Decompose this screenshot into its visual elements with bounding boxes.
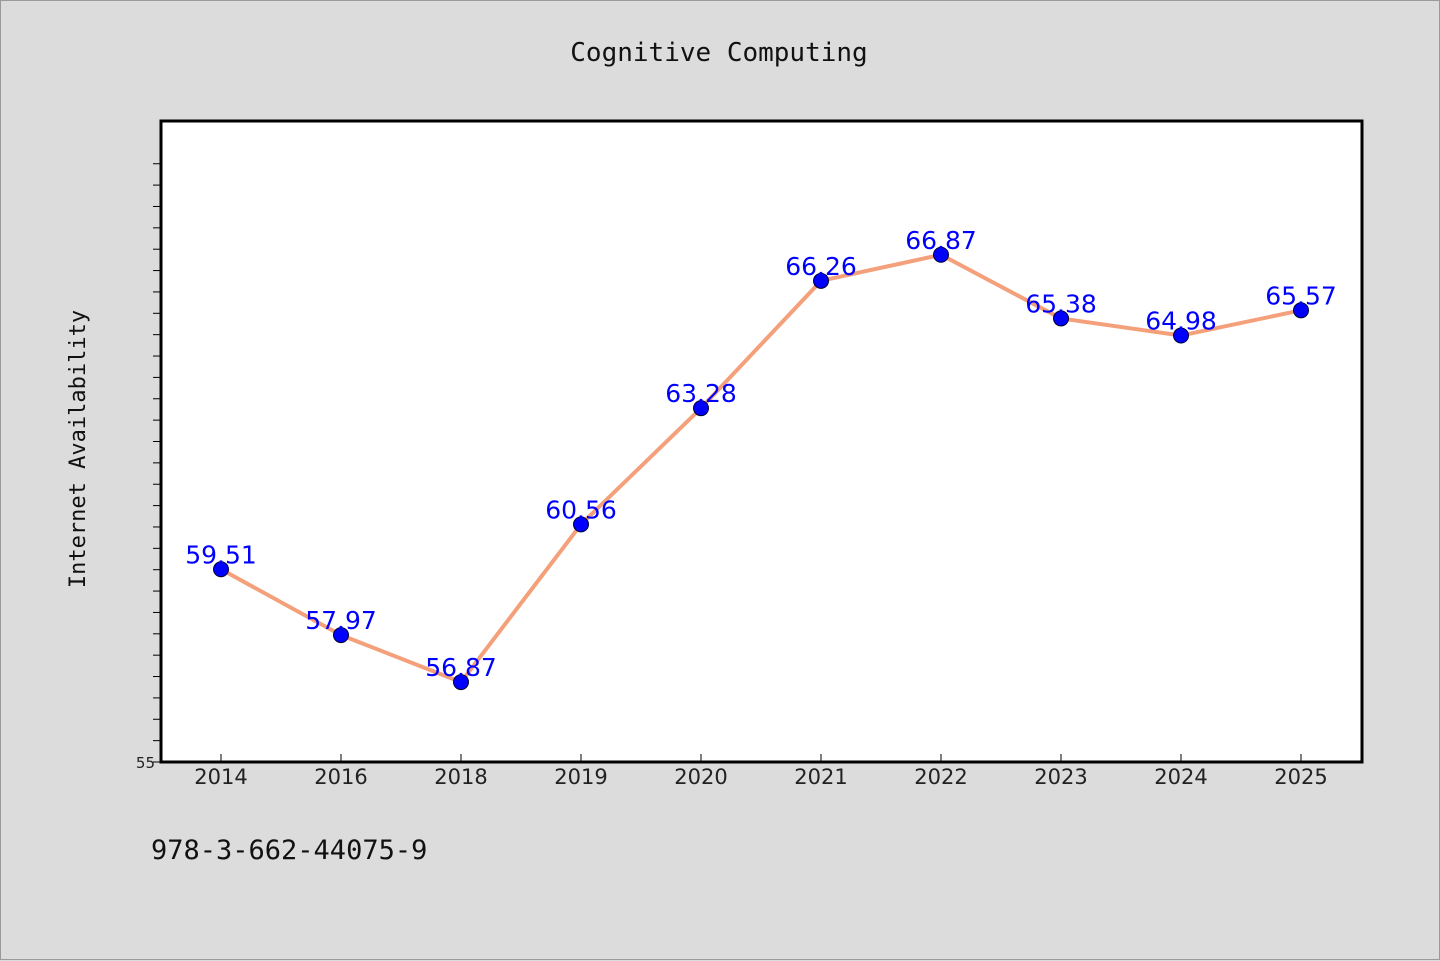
x-tick-label: 2023 xyxy=(1034,765,1087,789)
x-axis-ticks: 2014 2016 2018 2019 2020 2021 2022 2023 2024 2025 xyxy=(194,754,1328,789)
data-point xyxy=(933,246,949,263)
data-label: 57.97 xyxy=(305,606,377,635)
chart-title: Cognitive Computing xyxy=(570,38,867,68)
isbn-text: 978-3-662-44075-9 xyxy=(151,835,428,866)
x-tick-label: 2019 xyxy=(554,765,607,789)
data-label: 56.87 xyxy=(425,653,497,682)
x-tick-label: 2018 xyxy=(434,765,487,789)
data-point xyxy=(333,627,349,644)
series-data-labels: 59.51 57.97 56.87 60.56 63.28 66.26 66.87 65.38… xyxy=(185,226,1337,682)
data-label: 59.51 xyxy=(185,540,257,569)
data-label: 65.57 xyxy=(1265,281,1337,310)
data-point xyxy=(1173,327,1189,344)
x-tick-label: 2024 xyxy=(1154,765,1207,789)
y-axis-label: Internet Availability xyxy=(66,310,91,588)
y-axis-ticks: 55 xyxy=(136,163,161,772)
plot-area xyxy=(159,119,1364,764)
y-tick-label: 55 xyxy=(136,754,155,772)
data-point xyxy=(693,400,709,417)
data-label: 66.87 xyxy=(905,226,977,255)
x-tick-label: 2014 xyxy=(194,765,247,789)
data-point xyxy=(453,674,469,691)
data-point xyxy=(213,561,229,578)
data-point xyxy=(813,272,829,289)
data-label: 63.28 xyxy=(665,379,737,408)
data-label: 65.38 xyxy=(1025,289,1097,318)
x-tick-label: 2021 xyxy=(794,765,847,789)
data-label: 60.56 xyxy=(545,495,617,524)
x-tick-label: 2022 xyxy=(914,765,967,789)
series-polyline xyxy=(220,252,1302,685)
data-label: 64.98 xyxy=(1145,307,1217,336)
series-markers xyxy=(213,246,1309,691)
data-label: 66.26 xyxy=(785,252,857,281)
x-tick-label: 2025 xyxy=(1274,765,1327,789)
x-tick-label: 2020 xyxy=(674,765,727,789)
data-point xyxy=(573,516,589,533)
x-tick-label: 2016 xyxy=(314,765,367,789)
series-line xyxy=(220,252,1302,685)
data-point xyxy=(1053,310,1069,327)
data-point xyxy=(1293,302,1309,319)
